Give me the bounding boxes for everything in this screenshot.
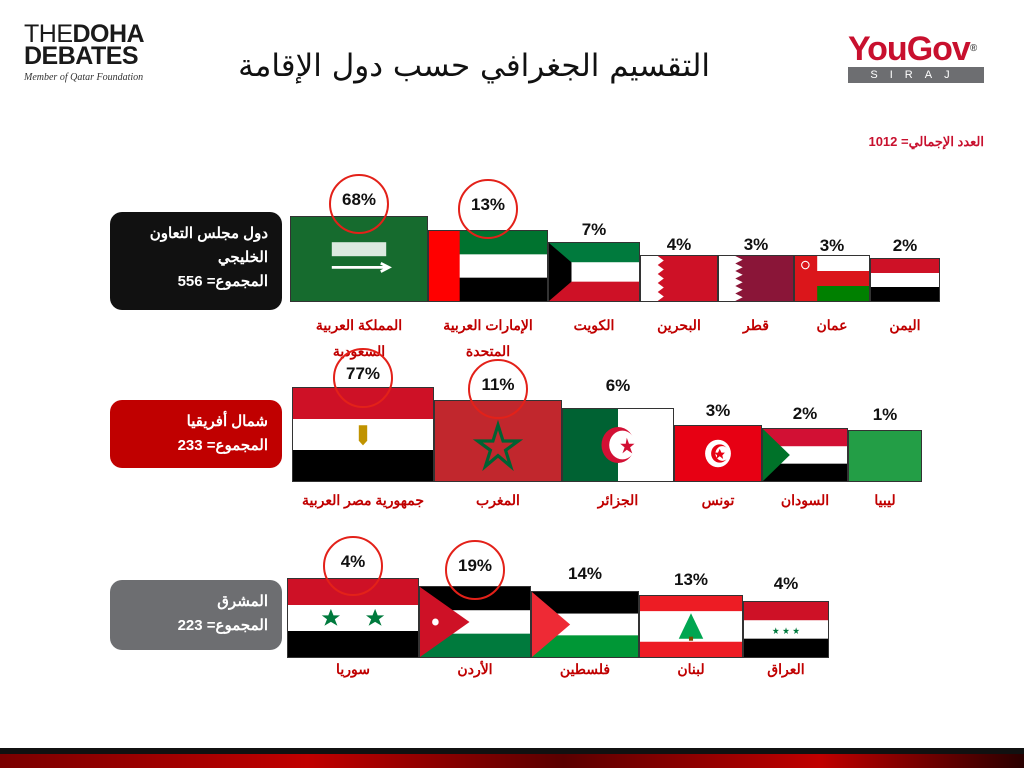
group-total: المجموع= 556 <box>177 273 268 290</box>
country-label: قطر <box>743 317 769 333</box>
flag-bar <box>548 242 640 302</box>
svg-text:★ ★ ★: ★ ★ ★ <box>772 627 800 637</box>
country-label: الإمارات العربية المتحدة <box>443 317 533 359</box>
flag-bar <box>428 230 548 302</box>
value-label: 3% <box>705 401 731 420</box>
flag-bar <box>848 430 922 482</box>
yougov-logo: YouGov® SIRAJ <box>844 30 994 86</box>
highlight-ring <box>329 174 389 234</box>
value-label: 2% <box>792 404 818 423</box>
value-label: 4% <box>666 235 692 254</box>
group-label-gcc: دول مجلس التعاون الخليجي المجموع= 556 <box>110 212 282 310</box>
country-label: فلسطين <box>559 661 611 677</box>
country-label: السودان <box>780 492 830 508</box>
flag-bar <box>562 408 674 482</box>
value-label: 4% <box>773 574 799 593</box>
flag-bar <box>531 591 639 658</box>
flag-bar <box>870 258 940 302</box>
group-total: المجموع= 223 <box>177 617 268 634</box>
footer-bar <box>0 748 1024 768</box>
group-label-north-africa: شمال أفريقيا المجموع= 233 <box>110 400 282 468</box>
group-name: المشرق <box>217 593 268 610</box>
value-label: 3% <box>819 236 845 255</box>
highlight-ring <box>333 348 393 408</box>
logo-text-debates: DEBATES <box>24 42 139 70</box>
value-label: 13% <box>673 570 709 589</box>
country-label: تونس <box>701 492 735 508</box>
page-title: التقسيم الجغرافي حسب دول الإقامة <box>238 48 710 84</box>
value-label: 3% <box>743 235 769 254</box>
flag-bar: ★ ★ ★ <box>743 601 829 658</box>
country-label: الكويت <box>573 317 615 333</box>
logo-text-the: THE <box>24 20 73 48</box>
value-label: 14% <box>567 564 603 583</box>
group-name: شمال أفريقيا <box>186 413 268 430</box>
flag-bar <box>794 255 870 302</box>
total-respondents: العدد الإجمالي= 1012 <box>868 134 984 149</box>
value-label: 1% <box>872 405 898 424</box>
yougov-brand-text: YouGov <box>848 30 971 68</box>
flag-bar <box>674 425 762 482</box>
highlight-ring <box>445 540 505 600</box>
country-label: جمهورية مصر العربية <box>301 492 424 508</box>
country-label: عمان <box>816 317 848 333</box>
group-total: المجموع= 233 <box>177 437 268 454</box>
flag-bar <box>718 255 794 302</box>
group-label-levant: المشرق المجموع= 223 <box>110 580 282 650</box>
value-label: 7% <box>581 220 607 239</box>
group-name: دول مجلس التعاون الخليجي <box>149 225 268 266</box>
highlight-ring <box>468 359 528 419</box>
value-label: 6% <box>605 376 631 395</box>
logo-text-member: Member of Qatar Foundation <box>24 72 144 83</box>
country-label: الأردن <box>457 661 493 677</box>
value-label: 2% <box>892 236 918 255</box>
country-label: الجزائر <box>597 492 639 508</box>
flag-bar <box>639 595 743 658</box>
country-label: ليبيا <box>874 492 896 508</box>
yougov-siraj-text: SIRAJ <box>848 67 984 83</box>
country-label: سوريا <box>336 661 370 677</box>
country-label: البحرين <box>657 317 701 333</box>
doha-debates-logo: THEDOHA DEBATES Member of Qatar Foundati… <box>20 16 162 92</box>
country-label: العراق <box>767 661 805 677</box>
country-label: المغرب <box>476 492 520 508</box>
flag-bar <box>762 428 848 482</box>
country-label: لبنان <box>677 661 705 677</box>
logo-text-doha: DOHA <box>72 20 145 48</box>
highlight-ring <box>458 179 518 239</box>
country-label: اليمن <box>889 317 921 333</box>
flag-bar <box>419 586 531 658</box>
highlight-ring <box>323 536 383 596</box>
flag-bar <box>640 255 718 302</box>
